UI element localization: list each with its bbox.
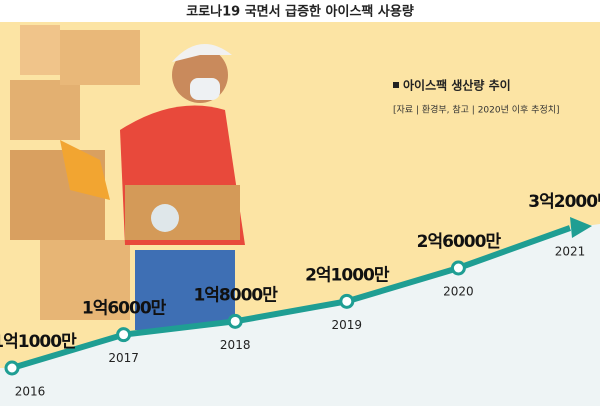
value-label: 1억8000만 xyxy=(193,285,278,305)
area-below xyxy=(0,224,600,406)
point xyxy=(116,327,132,343)
legend-swatch xyxy=(393,82,399,88)
legend-label: 아이스팩 생산량 추이 xyxy=(403,78,511,93)
x-tick-label: 2020 xyxy=(443,285,474,299)
x-tick-label: 2016 xyxy=(15,385,46,399)
x-tick-label: 2021 xyxy=(555,245,586,259)
point xyxy=(4,360,20,376)
illustration xyxy=(10,25,245,330)
line xyxy=(11,225,572,371)
point xyxy=(227,313,243,329)
value-label: 2억6000만 xyxy=(417,232,502,252)
point xyxy=(339,293,355,309)
x-tick-label: 2017 xyxy=(108,351,139,365)
value-label: 1억1000만 xyxy=(0,332,77,352)
point xyxy=(450,260,466,276)
chart-title: 코로나19 국면서 급증한 아이스팩 사용량 xyxy=(186,4,414,20)
value-label: 2억1000만 xyxy=(305,265,390,285)
value-label: 3억2000만 xyxy=(528,192,600,212)
x-tick-label: 2018 xyxy=(220,338,251,352)
value-label: 1억6000만 xyxy=(82,299,167,319)
source-note: [자료 | 환경부, 참고 | 2020년 이후 추정치] xyxy=(393,104,560,116)
arrow-head xyxy=(570,217,592,238)
x-tick-label: 2019 xyxy=(332,318,363,332)
title-bar xyxy=(0,0,600,22)
